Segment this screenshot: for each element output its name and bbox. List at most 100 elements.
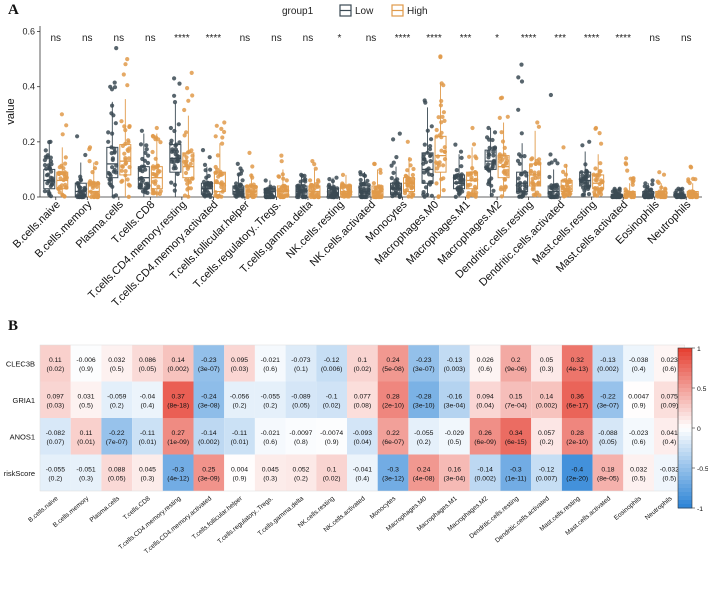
data-point [516,176,521,181]
colorbar-segment [678,364,692,369]
data-point [214,123,219,128]
panel-a-letter: A [8,2,19,18]
cell-value: -0.021 [261,430,280,437]
cell-value: -0.093 [353,430,372,437]
heatmap-cell-ANOS1-Macrophages.M1 [439,418,470,455]
data-point [125,177,130,182]
cell-value: 0.0047 [628,393,649,400]
cell-value: -0.089 [291,393,310,400]
heatmap-cell-GRIA1-Plasma.cells [101,381,133,418]
data-point [389,163,394,168]
significance-label-Mast.cells.resting: **** [584,33,600,44]
data-point [441,188,446,193]
heatmap-cell-ANOS1-Eosinophils [623,418,654,455]
cell-pvalue: (0.5) [79,402,93,409]
data-point [63,155,68,160]
heatmap-cell-riskScore-Dendritic.cells.resting [500,454,532,491]
data-point [187,180,193,185]
legend-title: group1 [282,6,314,17]
data-point [119,179,124,184]
cell-pvalue: (8e-05) [597,475,619,482]
data-point [215,194,220,199]
cell-value: 0.032 [108,357,125,364]
cell-pvalue: (6e-07) [382,439,404,446]
cell-value: -0.3 [510,466,522,473]
cell-pvalue: (0.6) [662,366,676,373]
data-point [397,131,402,136]
data-point [454,168,459,173]
data-point [407,157,413,162]
data-point [579,181,584,186]
data-point [592,190,597,195]
heatmap-cell-ANOS1-Mast.cells.resting [561,418,593,455]
significance-label-B.cells.memory: ns [82,33,93,44]
cell-value: -0.4 [571,466,583,473]
y-tick-label: 0.2 [22,137,35,147]
data-point [391,170,396,175]
data-point [408,178,413,183]
data-point [519,172,524,177]
cell-pvalue: (6e-15) [505,439,527,446]
data-point [405,168,410,173]
data-point [44,173,50,178]
data-point [43,148,48,153]
heatmap-cell-ANOS1-Plasma.cells [101,418,133,455]
heatmap-cell-ANOS1-Mast.cells.activated [592,418,624,455]
cell-pvalue: (0.05) [139,366,157,373]
data-point [247,150,252,155]
data-point [536,175,541,180]
data-point [678,187,683,192]
data-point [492,130,498,135]
data-point [427,147,433,152]
cell-value: -0.055 [261,393,280,400]
data-point [110,165,115,170]
cell-pvalue: (0.07) [46,439,64,446]
data-point [489,176,494,181]
heatmap-cell-CLEC3B-Monocytes [377,345,409,382]
heatmap-cell-CLEC3B-Macrophages.M0 [408,345,440,382]
heatmap-cell-riskScore-Dendritic.cells.activated [531,454,562,491]
data-point [474,190,479,195]
colorbar-segment [678,404,692,409]
cell-pvalue: (0.1) [294,366,308,373]
data-point [48,155,53,160]
significance-label-Dendritic.cells.resting: **** [521,33,537,44]
data-point [182,107,187,113]
data-point [500,139,506,144]
data-point [185,86,190,91]
colorbar-segment [678,444,692,449]
cell-pvalue: (0.01) [231,439,249,446]
cell-value: -0.059 [107,393,126,400]
data-point [686,179,691,184]
cell-pvalue: (0.09) [660,402,678,409]
heatmap-cell-CLEC3B-NK.cells.activated [347,345,378,382]
data-point [46,189,51,194]
data-point [146,153,151,158]
data-point [120,164,125,169]
data-point [108,173,113,178]
colorbar-segment [678,420,692,425]
heatmap-cell-riskScore-Plasma.cells [101,454,133,491]
cell-value: 0.1 [327,466,337,473]
data-point [534,158,539,164]
data-point [428,159,433,164]
cell-pvalue: (0.002) [597,366,619,373]
colorbar-segment [678,428,692,433]
colorbar-segment [678,372,692,377]
cell-value: -0.22 [109,430,125,437]
data-point [358,177,363,183]
data-point [157,191,162,196]
data-point [138,142,144,147]
data-point [183,170,189,176]
heatmap-cell-CLEC3B-Mast.cells.resting [561,345,593,382]
data-point [409,185,414,190]
data-point [439,98,444,104]
data-point [186,98,191,103]
heatmap-cell-riskScore-NK.cells.activated [347,454,378,491]
heatmap-cell-GRIA1-T.cells.regulatory..Tregs. [254,381,286,418]
data-point [473,194,478,199]
cell-value: 0.023 [661,357,678,364]
data-point [141,178,146,183]
data-point [536,182,541,187]
row-label-ANOS1: ANOS1 [10,432,35,441]
